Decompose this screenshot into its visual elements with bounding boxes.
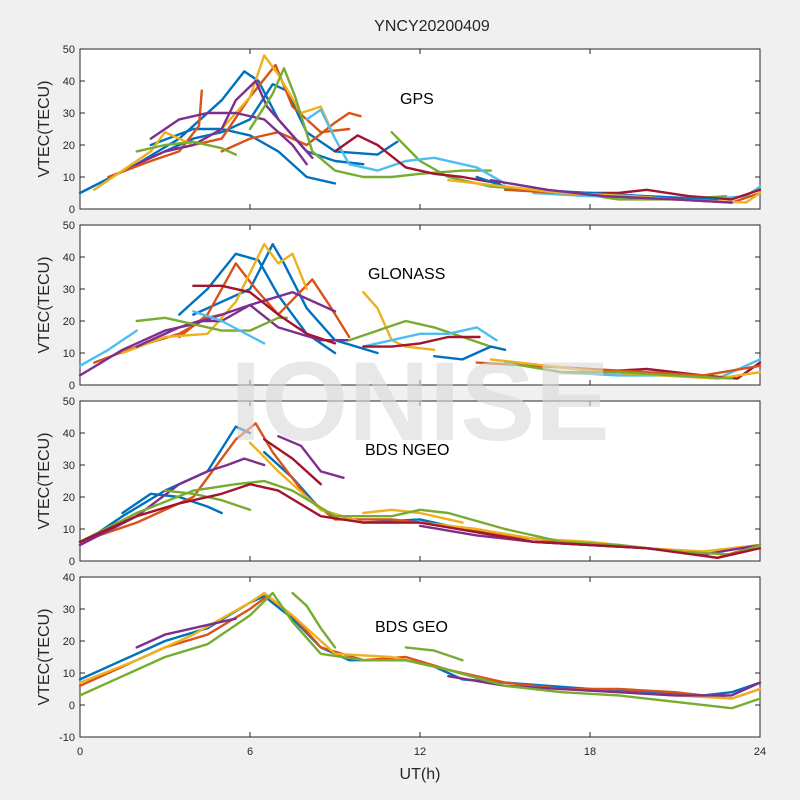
watermark: IONISE [230, 339, 610, 464]
series-line-8 [135, 316, 288, 332]
series-line-19 [489, 179, 733, 204]
panel-name-label: GPS [400, 91, 434, 108]
series-line-2 [178, 262, 351, 339]
series-line-11 [192, 310, 266, 345]
y-tick-label: 0 [69, 700, 75, 712]
x-tick-label: 0 [77, 746, 83, 758]
series-line-9 [135, 140, 237, 156]
y-tick-label: 30 [63, 108, 75, 120]
series-line-0 [78, 70, 365, 195]
y-tick-label: 40 [63, 76, 75, 88]
x-tick-label: 24 [754, 746, 766, 758]
panel-glonass: 0 10 20 30 40 50 GLONASS VTEC(TECU) [36, 220, 762, 392]
figure-title: YNCY20200409 [374, 18, 490, 35]
series-line-7 [78, 303, 351, 377]
series-line-2 [149, 127, 337, 185]
series-line-4 [163, 63, 351, 153]
series-line-8 [149, 111, 308, 166]
y-tick-label: 30 [63, 604, 75, 616]
panel-name-label: GLONASS [368, 266, 445, 283]
y-tick-label: 20 [63, 140, 75, 152]
series-line-12 [263, 438, 322, 486]
y-tick-label: 40 [63, 428, 75, 440]
y-tick-label: 0 [69, 556, 75, 568]
y-tick-label: 10 [63, 348, 75, 360]
series-line-7 [277, 435, 345, 479]
plot-area [79, 576, 761, 738]
series-line-20 [503, 361, 733, 380]
series-line-11 [78, 483, 762, 559]
series-line-10 [78, 329, 138, 367]
y-tick-label: 20 [63, 316, 75, 328]
y-tick-label: 50 [63, 44, 75, 56]
y-tick-label: 50 [63, 220, 75, 232]
series-line-7 [135, 79, 314, 166]
plot-area [79, 48, 761, 210]
series-line-5 [220, 111, 362, 153]
series-line-15 [362, 335, 481, 348]
y-tick-label: 50 [63, 396, 75, 408]
y-axis-label: VTEC(TECU) [36, 81, 53, 178]
series-line-14 [192, 284, 337, 345]
series-line-5 [78, 591, 762, 710]
y-tick-label: 20 [63, 492, 75, 504]
y-tick-label: 10 [63, 172, 75, 184]
panel-bds-ngeo: 0 10 20 30 40 50 BDS NGEO VTEC(TECU) [36, 396, 762, 568]
y-tick-label: 10 [63, 524, 75, 536]
y-tick-label: 40 [63, 252, 75, 264]
series-line-4 [121, 243, 308, 355]
y-axis-label: VTEC(TECU) [36, 609, 53, 706]
series-line-3 [135, 617, 237, 649]
y-tick-label: 0 [69, 204, 75, 216]
y-axis-label: VTEC(TECU) [36, 257, 53, 354]
y-axis-label: VTEC(TECU) [36, 433, 53, 530]
series-line-7 [404, 646, 464, 662]
x-tick-label: 18 [584, 746, 596, 758]
y-tick-label: 30 [63, 284, 75, 296]
x-tick-label: 12 [414, 746, 426, 758]
panel-name-label: BDS NGEO [365, 442, 449, 459]
series-line-18 [447, 179, 762, 204]
y-tick-label: -10 [59, 732, 75, 744]
series-line-6 [291, 591, 337, 649]
panel-name-label: BDS GEO [375, 619, 448, 636]
series-line-17 [433, 345, 507, 361]
panels-group: 0 10 20 30 40 50 GPS VTEC(TECU) 0 10 20 30 40 50 GLONA… [36, 44, 766, 783]
plot-area [79, 224, 761, 386]
y-tick-label: 40 [63, 572, 75, 584]
y-tick-label: 20 [63, 636, 75, 648]
x-axis-label: UT(h) [400, 766, 441, 783]
y-tick-label: 0 [69, 380, 75, 392]
panel-gps: 0 10 20 30 40 50 GPS VTEC(TECU) [36, 44, 762, 216]
series-line-1 [192, 243, 379, 355]
y-tick-label: 30 [63, 460, 75, 472]
series-line-12 [362, 326, 498, 348]
x-tick-label: 6 [247, 746, 253, 758]
series-line-14 [333, 134, 501, 185]
series-line-5 [362, 508, 464, 524]
y-tick-label: 10 [63, 668, 75, 680]
series-line-12 [305, 108, 507, 185]
plot-area [79, 400, 761, 562]
series-line-1 [163, 83, 399, 156]
